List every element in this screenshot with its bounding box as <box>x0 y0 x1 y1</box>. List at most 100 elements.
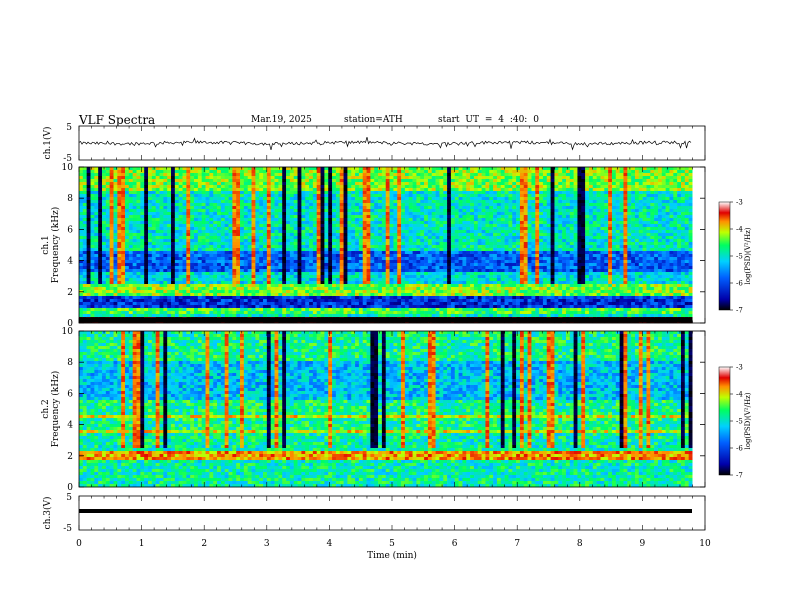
spectrogram-cell <box>332 299 337 303</box>
spectrogram-cell <box>197 263 202 267</box>
spectrogram-cell <box>236 287 241 291</box>
spectrogram-cell <box>243 254 248 258</box>
spectrogram-cell <box>190 305 195 309</box>
spectrogram-cell <box>289 278 295 282</box>
spectrogram-cell <box>404 314 410 318</box>
spectrogram-cell <box>378 167 383 171</box>
spectrogram-cell <box>98 233 103 237</box>
spectrogram-cell <box>90 182 95 186</box>
spectrogram-cell <box>305 287 310 291</box>
spectrogram-cell <box>167 206 172 210</box>
spectrogram-cell <box>439 194 444 198</box>
spectrogram-cell <box>339 227 344 231</box>
spectrogram-cell <box>297 302 302 306</box>
spectrogram-cell <box>228 203 233 207</box>
spectrogram-cell <box>427 281 433 285</box>
spectrogram-cell <box>286 275 291 279</box>
spectrogram-cell <box>144 299 149 303</box>
spectrogram-cell <box>186 233 191 237</box>
spectrogram-cell <box>194 173 199 177</box>
spectrogram-cell <box>408 278 413 282</box>
spectrogram-cell <box>397 296 402 300</box>
spectrogram-cell <box>320 296 325 300</box>
spectrogram-cell <box>339 221 344 225</box>
spectrogram-cell <box>105 191 110 195</box>
spectrogram-cell <box>320 278 325 282</box>
spectrogram-cell <box>86 314 91 318</box>
spectrogram-cell <box>213 176 218 180</box>
spectrogram-cell <box>94 302 99 306</box>
spectrogram-cell <box>378 197 383 201</box>
spectrogram-cell <box>427 173 433 177</box>
spectrogram-cell <box>201 263 206 267</box>
spectrogram-cell <box>121 293 126 297</box>
spectrogram-cell <box>136 269 141 273</box>
spectrogram-cell <box>397 245 402 249</box>
spectrogram-cell <box>274 203 279 207</box>
spectrogram-cell <box>347 176 352 180</box>
spectrogram-cell <box>378 263 383 267</box>
spectrogram-cell <box>278 281 283 285</box>
spectrogram-cell <box>236 182 241 186</box>
spectrogram-cell <box>443 185 448 189</box>
spectrogram-cell <box>355 299 360 303</box>
spectrogram-cell <box>370 248 375 252</box>
spectrogram-cell <box>324 269 329 273</box>
spectrogram-cell <box>113 254 118 258</box>
spectrogram-cell <box>378 287 383 291</box>
spectrogram-cell <box>159 251 164 255</box>
spectrogram-cell <box>167 308 172 312</box>
spectrogram-cell <box>385 272 390 276</box>
spectrogram-cell <box>102 236 107 240</box>
spectrogram-cell <box>427 188 433 192</box>
spectrogram-cell <box>174 266 179 270</box>
spectrogram-cell <box>224 311 229 315</box>
spectrogram-cell <box>98 260 103 264</box>
spectrogram-cell <box>82 221 87 225</box>
spectrogram-cell <box>343 182 348 186</box>
spectrogram-cell <box>332 179 337 183</box>
spectrogram-cell <box>194 197 199 201</box>
spectrogram-cell <box>305 314 310 318</box>
spectrogram-cell <box>159 209 164 213</box>
spectrogram-cell <box>420 245 425 249</box>
spectrogram-cell <box>136 230 141 234</box>
spectrogram-cell <box>274 242 279 246</box>
spectrogram-cell <box>113 266 118 270</box>
start-time-label: start UT = 4 :40: 0 <box>438 115 539 125</box>
spectrogram-cell <box>316 209 321 213</box>
spectrogram-cell <box>171 281 176 285</box>
spectrogram-cell <box>435 245 440 249</box>
spectrogram-cell <box>431 305 436 309</box>
spectrogram-cell <box>320 212 325 216</box>
spectrogram-cell <box>305 215 310 219</box>
spectrogram-cell <box>282 206 287 210</box>
spectrogram-cell <box>416 248 421 252</box>
spectrogram-cell <box>316 278 321 282</box>
spectrogram-cell <box>79 215 84 219</box>
spectrogram-cell <box>190 251 195 255</box>
spectrogram-cell <box>355 170 360 174</box>
spectrogram-cell <box>205 239 210 243</box>
spectrogram-cell <box>121 218 126 222</box>
spectrogram-cell <box>439 305 444 309</box>
spectrogram-cell <box>404 245 410 249</box>
spectrogram-cell <box>278 308 283 312</box>
spectrogram-cell <box>427 311 433 315</box>
spectrogram-cell <box>439 251 444 255</box>
spectrogram-cell <box>98 182 103 186</box>
spectrogram-cell <box>289 224 295 228</box>
spectrogram-cell <box>427 167 433 171</box>
spectrogram-cell <box>270 224 275 228</box>
spectrogram-cell <box>335 302 341 306</box>
spectrogram-cell <box>263 242 268 246</box>
spectrogram-cell <box>393 254 398 258</box>
spectrogram-cell <box>362 233 367 237</box>
spectrogram-cell <box>408 215 413 219</box>
spectrogram-cell <box>109 167 114 171</box>
spectrogram-cell <box>186 215 191 219</box>
spectrogram-cell <box>282 302 287 306</box>
spectrogram-cell <box>355 266 360 270</box>
spectrogram-cell <box>232 182 237 186</box>
spectrogram-cell <box>82 239 87 243</box>
